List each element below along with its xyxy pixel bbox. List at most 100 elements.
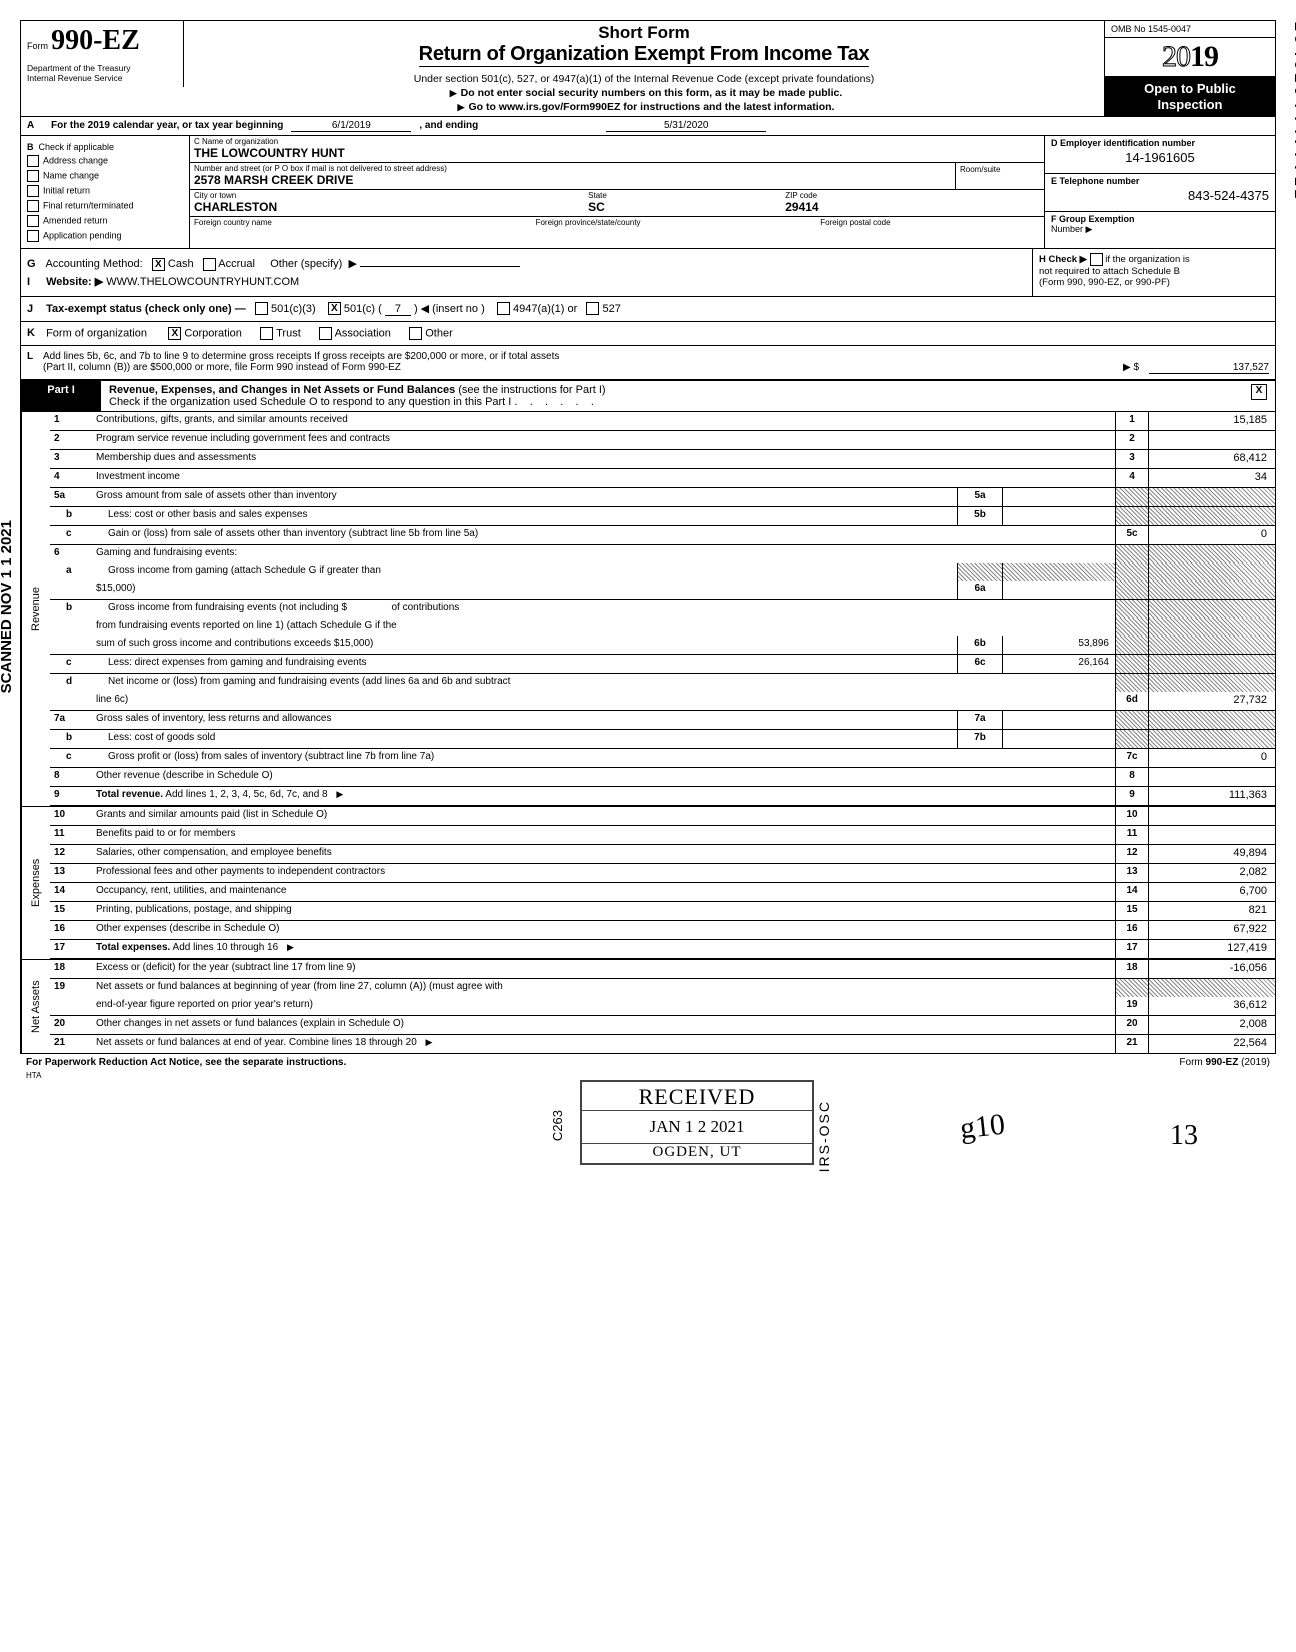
form-990ez: Form 990-EZ Department of the Treasury I… — [20, 20, 1276, 1054]
trust-label: Trust — [276, 327, 301, 339]
line-6: 6 Gaming and fundraising events: — [50, 545, 1275, 563]
check-address-change[interactable]: Address change — [27, 155, 183, 167]
line-1: 1 Contributions, gifts, grants, and simi… — [50, 412, 1275, 431]
527-label: 527 — [602, 303, 620, 315]
line-5a-rshade — [1115, 488, 1148, 506]
line-6b1-rshade — [1115, 600, 1148, 618]
col-g-left: G Accounting Method: X Cash Accrual Othe… — [21, 249, 1032, 296]
c-name-label: C Name of organization — [190, 136, 1044, 146]
line-12-val: 49,894 — [1148, 845, 1275, 863]
corp-checkbox[interactable]: X — [168, 327, 181, 340]
gross-receipts-value: 137,527 — [1149, 362, 1269, 374]
line-21-rnum: 21 — [1115, 1035, 1148, 1053]
row-k: K Form of organization X Corporation Tru… — [21, 322, 1275, 346]
line-19-2: end-of-year figure reported on prior yea… — [50, 997, 1275, 1016]
org-address: 2578 MARSH CREEK DRIVE — [190, 173, 955, 189]
4947-checkbox[interactable] — [497, 302, 510, 315]
group-exemption-cell: F Group Exemption Number ▶ — [1045, 212, 1275, 249]
line-18-rnum: 18 — [1115, 960, 1148, 978]
foreign-prov-label: Foreign province/state/county — [532, 217, 817, 227]
open-line2: Inspection — [1105, 97, 1275, 113]
row-b: B Check if applicable Address change Nam… — [21, 136, 1275, 249]
501c3-checkbox[interactable] — [255, 302, 268, 315]
line-11-val — [1148, 826, 1275, 844]
line-5b-desc: Less: cost or other basis and sales expe… — [104, 507, 957, 525]
part-i-schedule-o-checkbox[interactable]: X — [1251, 384, 1267, 400]
website-value: WWW.THELOWCOUNTRYHUNT.COM — [106, 276, 299, 288]
line-15: 15 Printing, publications, postage, and … — [50, 902, 1275, 921]
line-18: 18 Excess or (deficit) for the year (sub… — [50, 960, 1275, 979]
accrual-checkbox[interactable] — [203, 258, 216, 271]
line-21-num: 21 — [50, 1035, 92, 1053]
line-12: 12 Salaries, other compensation, and emp… — [50, 845, 1275, 864]
line-21-desc: Net assets or fund balances at end of ye… — [92, 1035, 1115, 1053]
line-20-desc: Other changes in net assets or fund bala… — [92, 1016, 1115, 1034]
dept-line1: Department of the Treasury — [27, 63, 177, 73]
phone-cell: E Telephone number 843-524-4375 — [1045, 174, 1275, 212]
row-l-letter: L — [27, 351, 43, 362]
line-6c-vshade — [1148, 655, 1275, 673]
cash-label: Cash — [168, 258, 194, 270]
line-7a-ival — [1002, 711, 1115, 729]
check-app-pending[interactable]: Application pending — [27, 230, 183, 242]
line-15-val: 821 — [1148, 902, 1275, 920]
check-amended[interactable]: Amended return — [27, 215, 183, 227]
check-final-return[interactable]: Final return/terminated — [27, 200, 183, 212]
line-4-val: 34 — [1148, 469, 1275, 487]
row-g-letter: G — [27, 258, 43, 270]
line-2-val — [1148, 431, 1275, 449]
scanned-stamp: SCANNED NOV 1 1 2021 — [0, 520, 15, 693]
line-13-val: 2,082 — [1148, 864, 1275, 882]
line-11: 11 Benefits paid to or for members 11 — [50, 826, 1275, 845]
h-checkbox[interactable] — [1090, 253, 1103, 266]
line-6b2-vshade — [1148, 618, 1275, 636]
line-13-desc: Professional fees and other payments to … — [92, 864, 1115, 882]
footer-left: For Paperwork Reduction Act Notice, see … — [26, 1057, 346, 1068]
line-14-val: 6,700 — [1148, 883, 1275, 901]
check-name-change[interactable]: Name change — [27, 170, 183, 182]
line-6a-ishade — [957, 563, 1002, 581]
row-l: L Add lines 5b, 6c, and 7b to line 9 to … — [21, 346, 1275, 380]
city-label: City or town — [190, 190, 584, 200]
line-6a-vshade — [1148, 563, 1275, 581]
527-checkbox[interactable] — [586, 302, 599, 315]
check-initial-return[interactable]: Initial return — [27, 185, 183, 197]
line-3-val: 68,412 — [1148, 450, 1275, 468]
footer: For Paperwork Reduction Act Notice, see … — [20, 1054, 1276, 1071]
foreign-postal-label: Foreign postal code — [816, 217, 1044, 227]
line-7c-num: c — [50, 749, 104, 767]
org-zip: 29414 — [781, 200, 1044, 216]
line-5c-num: c — [50, 526, 104, 544]
501c3-label: 501(c)(3) — [271, 303, 316, 315]
trust-checkbox[interactable] — [260, 327, 273, 340]
line-5b-num: b — [50, 507, 104, 525]
line-2: 2 Program service revenue including gove… — [50, 431, 1275, 450]
line-8-val — [1148, 768, 1275, 786]
corp-label: Corporation — [184, 327, 241, 339]
other-method-label: Other (specify) — [270, 258, 342, 270]
line-8-num: 8 — [50, 768, 92, 786]
line-7a-vshade — [1148, 711, 1275, 729]
line-6a-inum: 6a — [957, 581, 1002, 599]
501c-number: 7 — [385, 303, 411, 316]
part-i-header: Part I Revenue, Expenses, and Changes in… — [21, 380, 1275, 412]
line-5b-rshade — [1115, 507, 1148, 525]
accrual-label: Accrual — [218, 258, 255, 270]
line-6b3-rshade — [1115, 636, 1148, 654]
cash-checkbox[interactable]: X — [152, 258, 165, 271]
phone-label: E Telephone number — [1051, 176, 1269, 186]
assoc-checkbox[interactable] — [319, 327, 332, 340]
other-org-checkbox[interactable] — [409, 327, 422, 340]
line-7b-desc: Less: cost of goods sold — [104, 730, 957, 748]
row-a-text1: For the 2019 calendar year, or tax year … — [51, 120, 283, 132]
line-12-rnum: 12 — [1115, 845, 1148, 863]
line-18-val: -16,056 — [1148, 960, 1275, 978]
line-6b-desc1: Gross income from fundraising events (no… — [104, 600, 1115, 618]
state-label: State — [584, 190, 781, 200]
line-12-desc: Salaries, other compensation, and employ… — [92, 845, 1115, 863]
row-i-letter: I — [27, 276, 43, 288]
line-6d-1: d Net income or (loss) from gaming and f… — [50, 674, 1275, 692]
501c-checkbox[interactable]: X — [328, 302, 341, 315]
line-19-desc1: Net assets or fund balances at beginning… — [92, 979, 1115, 997]
part-i-title: Revenue, Expenses, and Changes in Net As… — [101, 381, 1243, 411]
